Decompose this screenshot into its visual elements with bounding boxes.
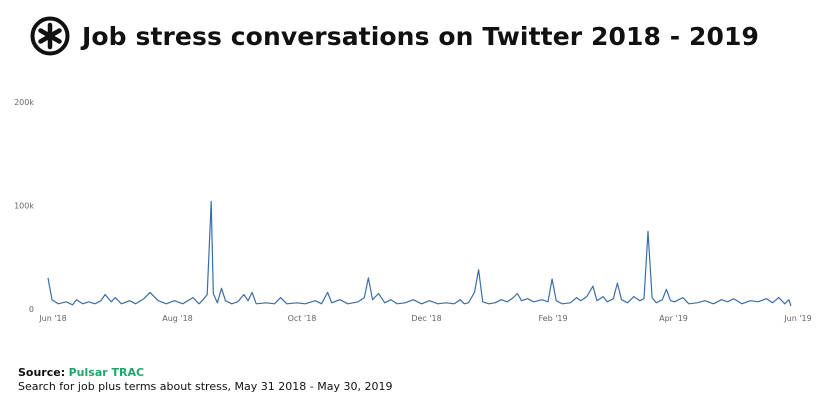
footer: Source: Pulsar TRAC Search for job plus … — [18, 366, 392, 394]
series-line — [47, 200, 792, 307]
x-tick-label: Oct '18 — [288, 314, 317, 323]
x-tick-label: Jun '18 — [38, 314, 66, 323]
x-tick-label: Feb '19 — [539, 314, 568, 323]
y-tick-label: 0 — [29, 305, 34, 314]
source-link[interactable]: Pulsar TRAC — [68, 366, 145, 379]
chart-title: Job stress conversations on Twitter 2018… — [82, 21, 760, 51]
y-axis: 0 100k 200k — [14, 98, 34, 314]
x-tick-label: Apr '19 — [659, 314, 688, 323]
y-tick-label: 100k — [14, 202, 34, 211]
line-chart: 0 100k 200k Jun '18 Aug '18 Oct '18 Dec '18 Fe… — [14, 98, 812, 323]
source-description: Search for job plus terms about stress, … — [18, 380, 393, 393]
y-tick-label: 200k — [14, 98, 34, 107]
x-tick-label: Dec '18 — [411, 314, 441, 323]
x-axis: Jun '18 Aug '18 Oct '18 Dec '18 Feb '19 Apr '… — [38, 314, 811, 323]
x-tick-label: Aug '18 — [162, 314, 193, 323]
source-label: Source: — [18, 366, 66, 379]
pulsar-asterisk-icon — [30, 16, 70, 56]
chart-header: Job stress conversations on Twitter 2018… — [30, 14, 759, 58]
x-tick-label: Jun '19 — [783, 314, 811, 323]
